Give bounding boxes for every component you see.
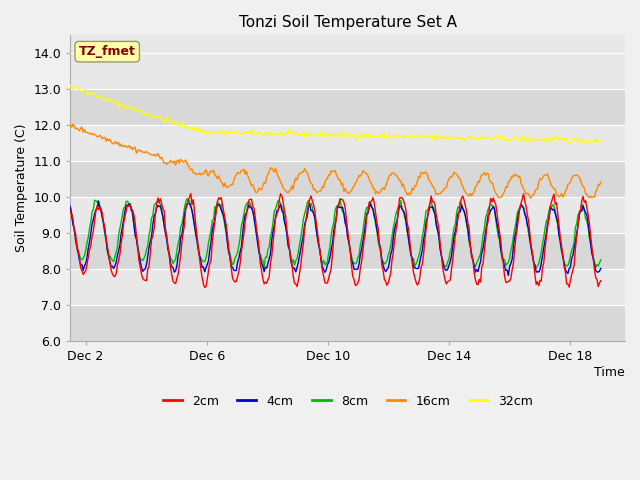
Bar bbox=[70, 89, 625, 125]
Bar bbox=[70, 197, 625, 233]
Bar bbox=[70, 53, 625, 89]
Bar bbox=[70, 125, 625, 161]
Bar bbox=[70, 233, 625, 269]
Bar bbox=[70, 161, 625, 197]
Legend: 2cm, 4cm, 8cm, 16cm, 32cm: 2cm, 4cm, 8cm, 16cm, 32cm bbox=[158, 390, 538, 413]
Text: TZ_fmet: TZ_fmet bbox=[79, 45, 136, 58]
Bar bbox=[70, 269, 625, 305]
Title: Tonzi Soil Temperature Set A: Tonzi Soil Temperature Set A bbox=[239, 15, 457, 30]
X-axis label: Time: Time bbox=[595, 366, 625, 379]
Bar bbox=[70, 305, 625, 341]
Y-axis label: Soil Temperature (C): Soil Temperature (C) bbox=[15, 124, 28, 252]
